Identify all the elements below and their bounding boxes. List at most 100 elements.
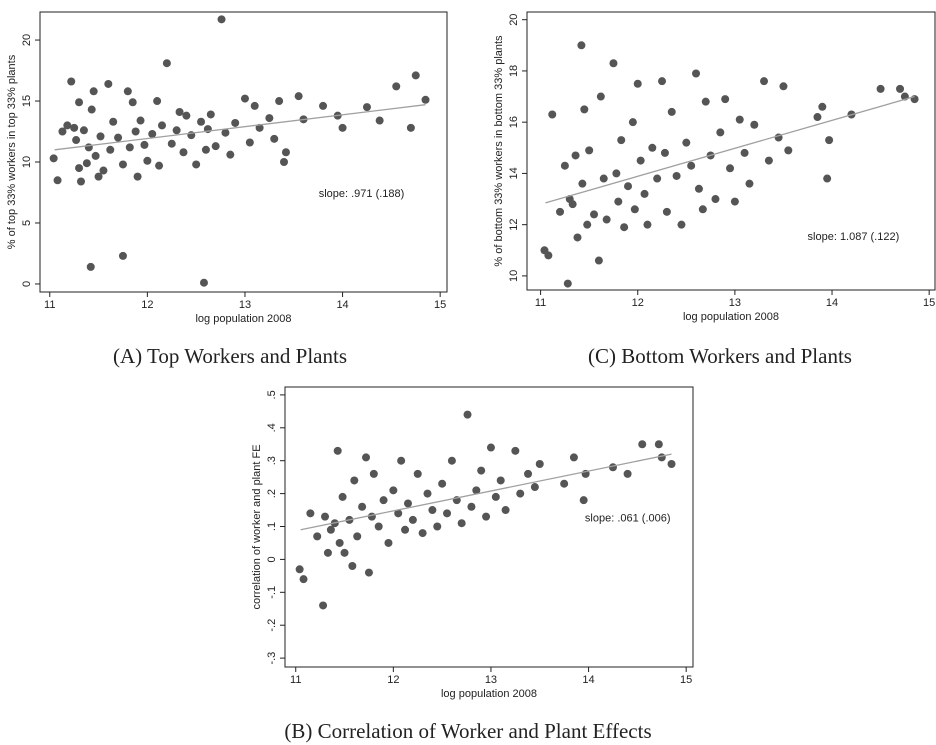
data-point [596,92,605,101]
data-point [628,118,637,127]
data-point [694,184,703,193]
data-point [109,117,118,126]
y-tick-label: -.3 [266,652,278,665]
data-point [136,116,145,125]
data-point [560,479,569,488]
data-point [367,512,376,521]
data-point [716,128,725,137]
data-point [602,215,611,224]
data-point [467,502,476,511]
data-point [612,169,621,178]
data-point [477,466,486,475]
y-tick-label: 18 [508,65,520,77]
data-point [167,139,176,148]
data-point [131,127,140,136]
data-point [730,197,739,206]
x-tick-label: 12 [632,297,644,309]
data-point [295,565,304,574]
x-tick-label: 12 [387,674,399,686]
y-tick-label: .3 [266,456,278,465]
data-point [583,220,592,229]
data-point [369,469,378,478]
data-point [482,512,491,521]
data-point [698,205,707,214]
data-point [825,136,834,145]
y-tick-label: .2 [266,489,278,498]
data-point [362,103,371,112]
data-point [443,509,452,518]
x-tick-label: 11 [44,299,55,311]
data-point [143,156,152,165]
data-point [701,97,710,106]
y-tick-label: 0 [21,281,33,287]
data-point [206,110,215,119]
data-point [524,469,533,478]
data-point [201,145,210,154]
y-tick-label: .4 [266,423,278,432]
data-point [617,136,626,145]
data-point [692,69,701,78]
data-point [199,278,208,287]
data-point [580,105,589,114]
x-tick-label: 11 [290,674,301,686]
x-tick-label: 15 [923,297,935,309]
x-tick-label: 13 [729,297,741,309]
data-point [764,156,773,165]
x-tick-label: 11 [535,297,546,309]
x-tick-label: 13 [485,674,497,686]
data-point [813,113,822,122]
data-point [682,138,691,147]
data-point [175,108,184,116]
data-point [99,166,108,175]
slope-annotation: slope: .061 (.006) [585,513,671,525]
data-point [579,496,588,505]
data-point [79,126,88,135]
data-point [192,160,201,169]
data-point [94,172,103,181]
data-point [140,140,149,149]
data-point [620,223,629,232]
data-point [374,522,383,531]
data-point [280,158,289,166]
y-tick-label: 10 [21,156,33,168]
data-point [571,151,580,160]
panel-caption: (B) Correlation of Worker and Plant Effe… [284,719,651,743]
data-point [687,161,696,170]
y-tick-label: 20 [21,34,33,46]
data-point [96,132,105,141]
y-axis-label: % of top 33% workers in top 33% plants [6,54,18,249]
data-point [408,515,417,524]
data-point [585,146,594,155]
data-point [643,220,652,229]
data-point [49,154,58,163]
data-point [599,174,608,183]
data-point [211,142,220,151]
slope-annotation: slope: .971 (.188) [319,188,405,200]
data-point [511,446,520,455]
data-point [128,98,137,107]
data-point [910,95,919,104]
x-axis-label: log population 2008 [441,688,537,700]
data-point [428,506,437,515]
y-tick-label: 20 [508,14,520,26]
data-point [133,172,142,181]
data-point [501,506,510,515]
y-tick-label: 10 [508,270,520,282]
data-point [636,156,645,165]
data-point [530,483,539,492]
data-point [63,121,72,130]
data-point [281,148,290,157]
y-tick-label: .1 [266,522,278,531]
data-point [486,443,495,452]
x-tick-label: 15 [434,299,446,311]
data-point [153,97,162,106]
data-point [375,116,384,125]
data-point [876,84,885,93]
data-point [255,123,264,132]
data-point [653,174,662,183]
data-point [640,189,649,198]
y-tick-label: .5 [266,390,278,399]
data-point [560,161,569,170]
data-point [70,123,79,132]
